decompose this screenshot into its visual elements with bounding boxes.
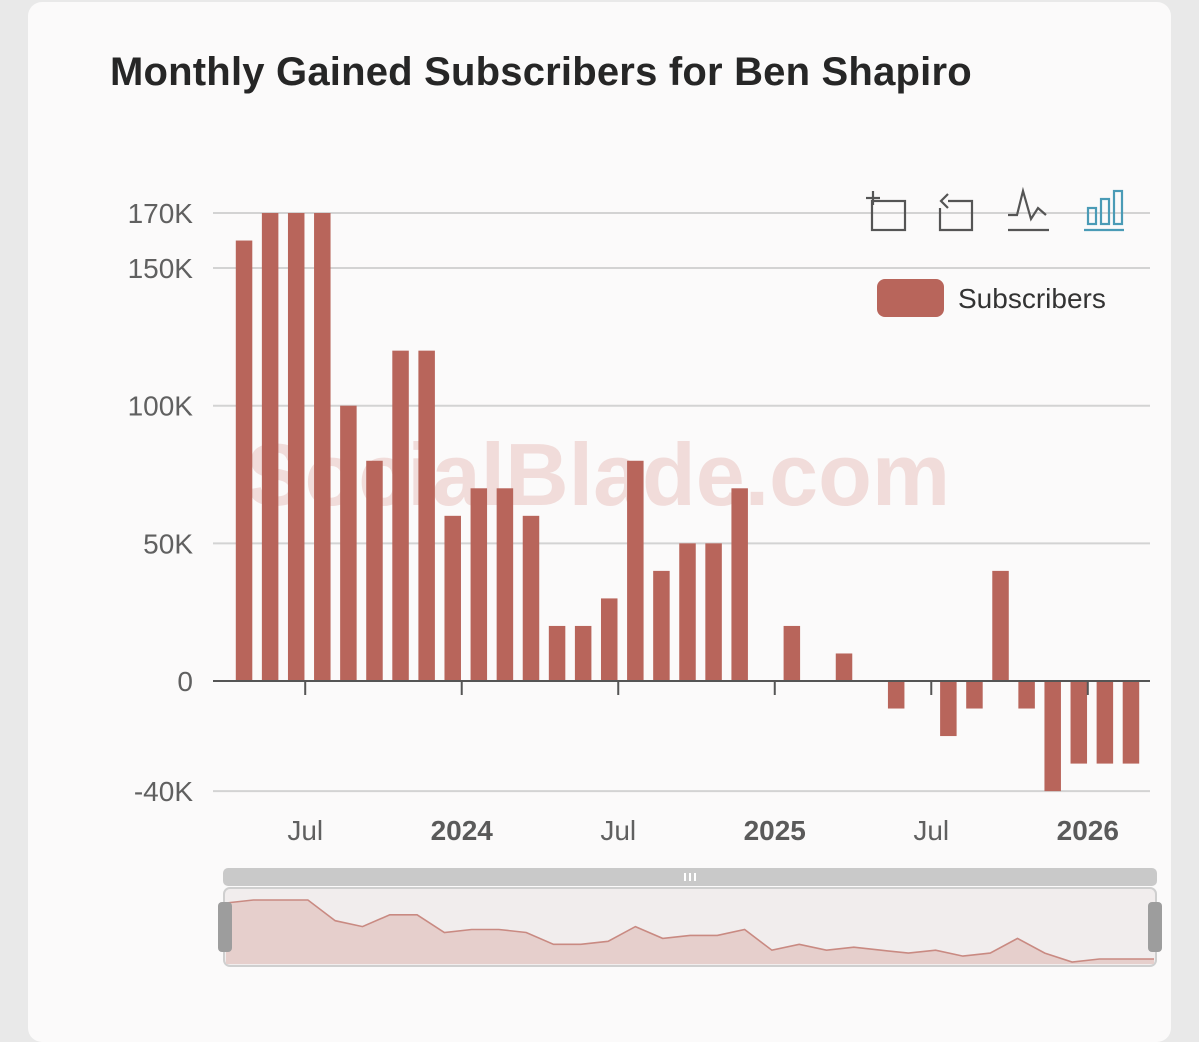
bar-8[interactable] <box>444 515 461 681</box>
y-tick-label: 50K <box>143 528 193 559</box>
legend-label: Subscribers <box>958 283 1106 314</box>
x-tick-label: Jul <box>287 815 323 846</box>
bar-5[interactable] <box>366 460 383 681</box>
bar-6[interactable] <box>392 350 409 681</box>
zoom-grip-icon <box>684 873 696 881</box>
restore-icon[interactable] <box>938 193 974 232</box>
x-tick-label: 2026 <box>1057 815 1119 846</box>
bar-33[interactable] <box>1096 681 1114 764</box>
bar-10[interactable] <box>496 488 514 681</box>
x-axis <box>213 680 1150 695</box>
y-axis-labels: 170K 150K 100K 50K 0 -40K <box>128 198 194 807</box>
bar-0[interactable] <box>235 240 253 681</box>
bar-13[interactable] <box>574 625 592 681</box>
bar-30[interactable] <box>1018 681 1035 709</box>
x-tick-label: 2025 <box>744 815 806 846</box>
bar-4[interactable] <box>340 405 357 681</box>
bar-chart-icon[interactable] <box>1084 189 1124 232</box>
y-tick-label: -40K <box>134 776 193 807</box>
x-axis-labels: Jul 2024 Jul 2025 Jul 2026 <box>287 815 1119 846</box>
bar-25[interactable] <box>887 681 905 709</box>
bar-3[interactable] <box>314 213 331 681</box>
watermark-text: SocialBlade.com <box>246 425 950 524</box>
legend[interactable]: Subscribers <box>877 279 1106 317</box>
legend-swatch <box>877 279 944 317</box>
zoom-icon[interactable] <box>866 191 907 232</box>
bar-14[interactable] <box>600 598 618 681</box>
x-tick-label: Jul <box>600 815 636 846</box>
overview-area <box>226 900 1154 964</box>
line-chart-icon[interactable] <box>1008 186 1049 232</box>
bar-29[interactable] <box>992 570 1009 681</box>
x-tick-label: 2024 <box>431 815 494 846</box>
overview-line <box>225 899 1154 963</box>
bar-15[interactable] <box>627 460 644 681</box>
zoom-handle-left[interactable] <box>218 902 232 952</box>
bar-12[interactable] <box>548 625 566 681</box>
chart-title: Monthly Gained Subscribers for Ben Shapi… <box>110 50 972 94</box>
bar-9[interactable] <box>470 488 488 681</box>
bar-18[interactable] <box>705 543 722 681</box>
bar-27[interactable] <box>940 681 957 737</box>
bar-32[interactable] <box>1070 681 1088 764</box>
x-tick-label: Jul <box>913 815 949 846</box>
bar-series <box>235 213 1140 792</box>
bar-11[interactable] <box>522 515 540 681</box>
bar-2[interactable] <box>287 213 305 681</box>
y-tick-label: 100K <box>128 391 194 422</box>
bar-17[interactable] <box>679 543 696 681</box>
y-tick-label: 170K <box>128 198 194 229</box>
bar-31[interactable] <box>1044 681 1061 792</box>
bar-23[interactable] <box>835 653 853 681</box>
bar-1[interactable] <box>261 213 279 681</box>
y-tick-label: 150K <box>128 253 194 284</box>
bar-7[interactable] <box>418 350 435 681</box>
y-tick-label: 0 <box>177 666 193 697</box>
chart-toolbar <box>866 186 1124 232</box>
bar-19[interactable] <box>731 488 748 681</box>
bar-21[interactable] <box>783 625 801 681</box>
bar-34[interactable] <box>1122 681 1140 764</box>
bar-16[interactable] <box>653 570 670 681</box>
data-zoom <box>218 868 1162 967</box>
chart-area: SocialBlade.com 170K 150K 100K 50K 0 -40K Jul… <box>128 186 1162 967</box>
zoom-handle-right[interactable] <box>1148 902 1162 952</box>
bar-28[interactable] <box>966 681 983 709</box>
